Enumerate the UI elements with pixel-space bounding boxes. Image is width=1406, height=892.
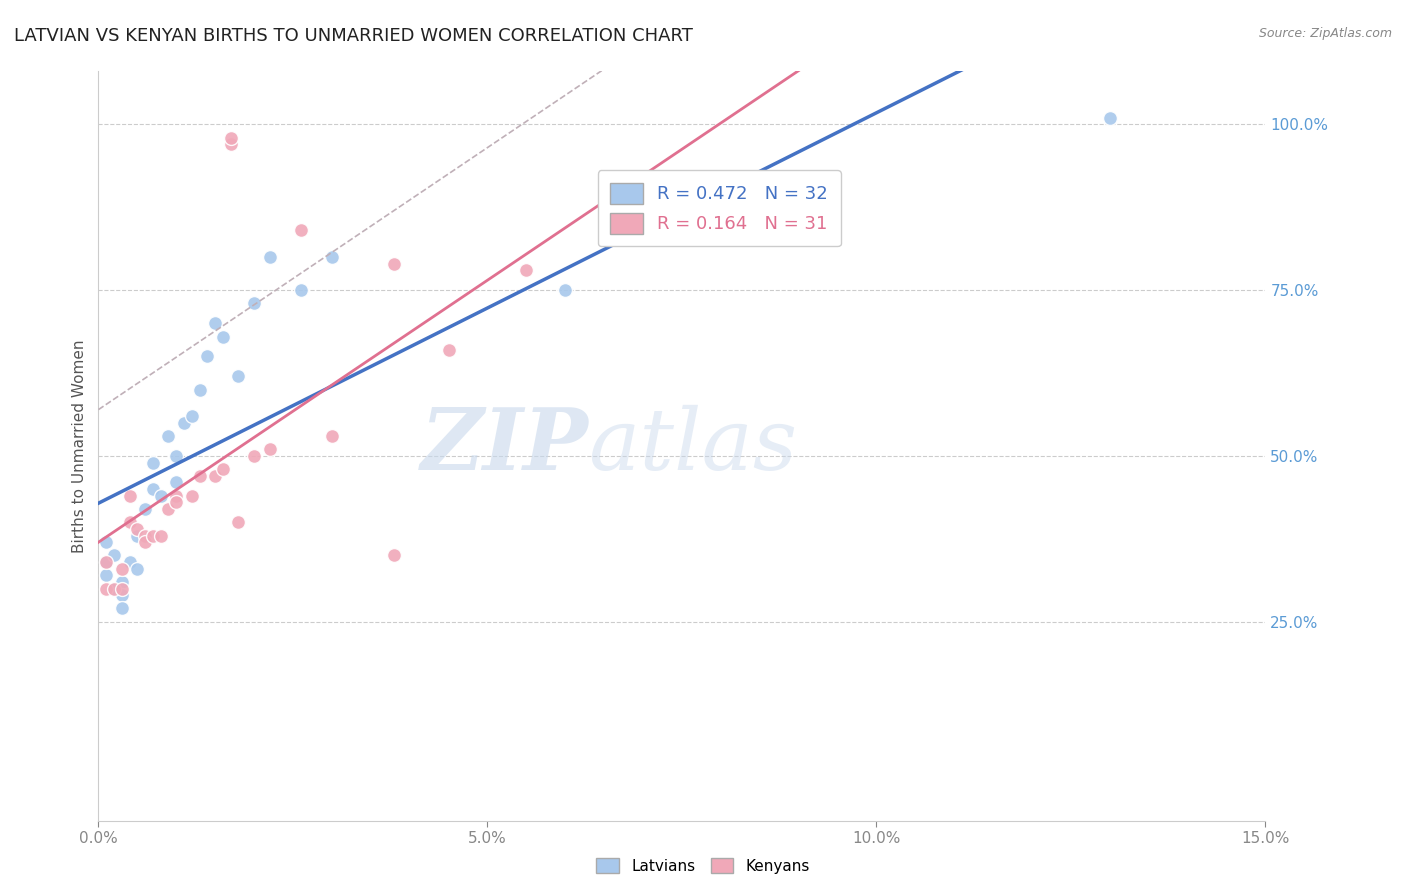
Point [228,369,250,384]
Point [103,549,125,563]
Point [188,468,211,483]
Point [180,489,202,503]
Point [96,582,118,596]
Point [259,442,281,457]
Text: atlas: atlas [589,405,797,487]
Point [127,522,149,536]
Point [111,574,134,589]
Point [748,170,770,185]
Point [212,462,235,476]
Point [188,383,211,397]
Point [243,296,266,310]
Point [204,468,226,483]
Point [127,562,149,576]
Point [96,535,118,549]
Point [142,456,165,470]
Point [103,582,125,596]
Point [382,257,405,271]
Legend: R = 0.472   N = 32, R = 0.164   N = 31: R = 0.472 N = 32, R = 0.164 N = 31 [598,170,841,246]
Point [204,316,226,330]
Text: ZIP: ZIP [420,404,589,488]
Point [118,515,141,529]
Point [290,283,312,297]
Point [111,601,134,615]
Point [127,528,149,542]
Point [195,350,218,364]
Text: LATVIAN VS KENYAN BIRTHS TO UNMARRIED WOMEN CORRELATION CHART: LATVIAN VS KENYAN BIRTHS TO UNMARRIED WO… [14,27,693,45]
Point [212,329,235,343]
Point [321,250,343,264]
Point [219,130,242,145]
Point [134,502,156,516]
Legend: Latvians, Kenyans: Latvians, Kenyans [591,852,815,880]
Point [180,409,202,424]
Point [96,555,118,569]
Point [173,416,195,430]
Point [228,515,250,529]
Point [437,343,460,357]
Point [165,495,187,509]
Point [165,475,187,490]
Point [149,489,172,503]
Point [515,263,537,277]
Point [118,555,141,569]
Point [165,449,187,463]
Point [321,429,343,443]
Point [118,489,141,503]
Point [600,211,623,225]
Point [219,137,242,152]
Point [157,502,180,516]
Point [134,528,156,542]
Point [554,283,576,297]
Point [1098,111,1121,125]
Text: Source: ZipAtlas.com: Source: ZipAtlas.com [1258,27,1392,40]
Point [134,535,156,549]
Point [243,449,266,463]
Point [96,555,118,569]
Point [157,429,180,443]
Point [111,562,134,576]
Point [290,223,312,237]
Point [111,588,134,602]
Point [165,489,187,503]
Point [142,528,165,542]
Point [259,250,281,264]
Point [142,482,165,496]
Point [111,582,134,596]
Point [382,549,405,563]
Y-axis label: Births to Unmarried Women: Births to Unmarried Women [72,339,87,553]
Point [149,528,172,542]
Point [96,568,118,582]
Point [103,582,125,596]
